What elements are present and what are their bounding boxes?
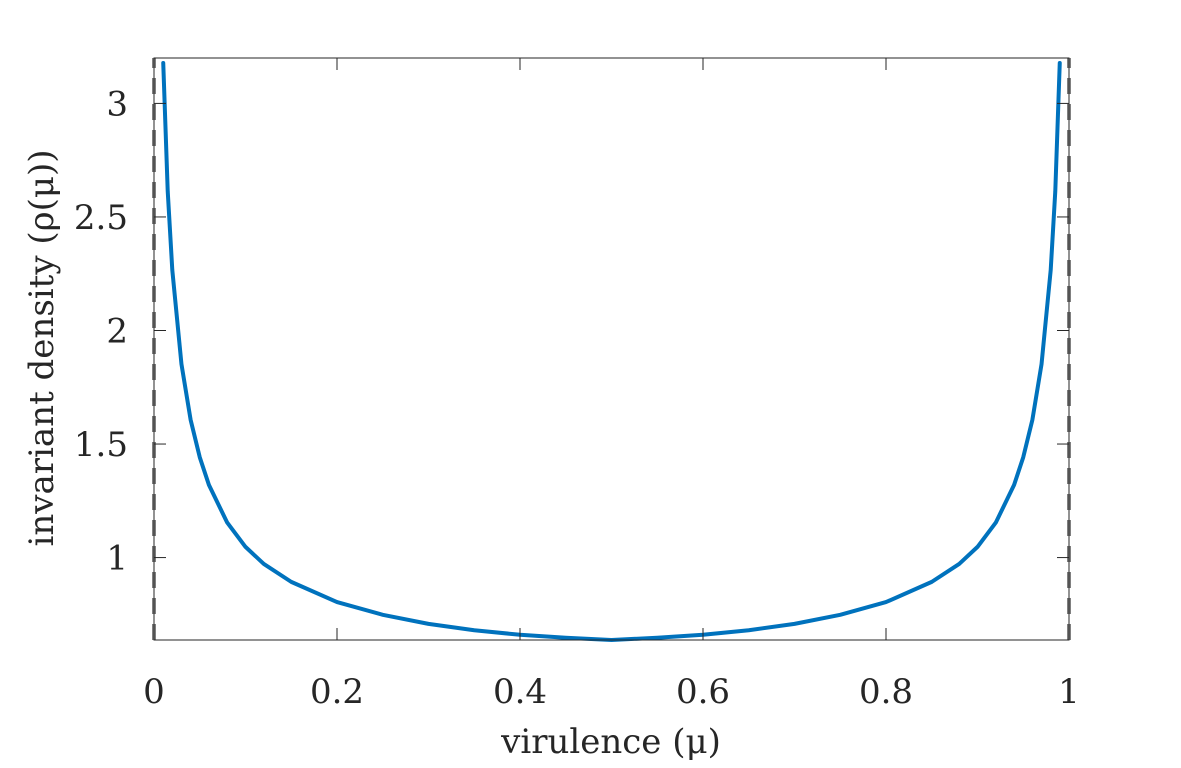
y-tick-label: 1	[106, 539, 128, 579]
tick-labels: 0 0.2 0.4 0.6 0.8 1 1 1.5 2 2.5 3	[74, 84, 1080, 712]
y-tick-label: 2.5	[74, 198, 128, 238]
x-tick-label: 1	[1058, 672, 1080, 712]
y-tick-label: 2	[106, 311, 128, 351]
plot-area	[152, 58, 1071, 642]
x-tick-label: 0.4	[493, 672, 547, 712]
x-tick-label: 0	[143, 672, 165, 712]
x-tick-label: 0.8	[859, 672, 913, 712]
axes-box	[153, 57, 1070, 641]
x-tick-label: 0.6	[676, 672, 730, 712]
y-tick-label: 1.5	[74, 425, 128, 465]
x-axis-title: virulence (μ)	[500, 722, 721, 762]
axes	[153, 57, 1070, 641]
density-curve	[161, 61, 1062, 642]
y-tick-label: 3	[106, 84, 128, 124]
y-axis-title: invariant density (ρ(μ))	[22, 150, 62, 547]
x-tick-label: 0.2	[310, 672, 364, 712]
